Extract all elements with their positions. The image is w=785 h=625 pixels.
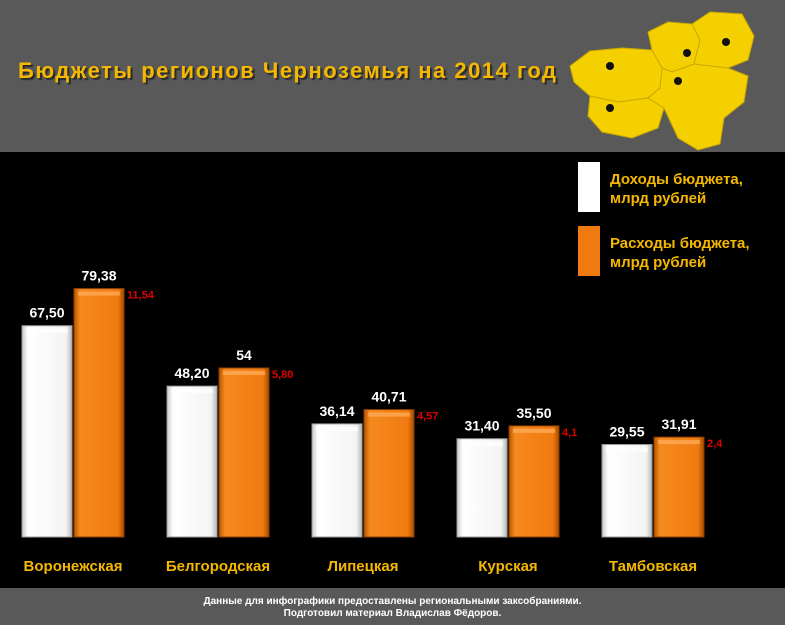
bar-expense-bevel-2 <box>368 412 410 417</box>
map-marker <box>683 49 691 57</box>
value-label-income-2: 36,14 <box>319 403 354 419</box>
map-marker <box>606 104 614 112</box>
bar-income-bevel-1 <box>171 389 213 394</box>
value-label-expense-1: 54 <box>236 347 252 363</box>
value-label-expense-2: 40,71 <box>371 389 406 405</box>
footer: Данные для инфографики предоставлены рег… <box>0 588 785 625</box>
legend-expense-label: Расходы бюджета, млрд рублей <box>610 235 750 271</box>
bar-expense-1 <box>218 367 270 538</box>
category-label-1: Белгородская <box>166 558 270 575</box>
value-label-expense-4: 31,91 <box>661 416 696 432</box>
bar-income-bevel-4 <box>606 447 648 452</box>
bar-chart: 67,50 79,38 11,54 Воронежская 48,20 54 5,80 Бел… <box>21 268 723 575</box>
bar-income-3 <box>456 438 508 538</box>
difference-label-3: 4,1 <box>562 427 577 439</box>
chart-area: 67,50 79,38 11,54 Воронежская 48,20 54 5,80 Бел… <box>0 152 785 588</box>
bar-expense-0 <box>73 288 125 538</box>
chart-title: Бюджеты регионов Черноземья на 2014 год <box>18 58 558 83</box>
value-label-income-0: 67,50 <box>29 305 64 321</box>
bar-income-bevel-0 <box>26 328 68 333</box>
bar-income-2 <box>311 423 363 538</box>
bar-expense-2 <box>363 409 415 538</box>
map-marker <box>674 77 682 85</box>
difference-label-4: 2,4 <box>707 438 723 450</box>
legend-income-swatch <box>578 162 600 212</box>
value-label-expense-0: 79,38 <box>81 268 116 284</box>
bar-expense-3 <box>508 425 560 538</box>
bar-expense-bevel-1 <box>223 370 265 375</box>
bar-income-bevel-2 <box>316 426 358 431</box>
map-region-kursk <box>587 95 665 139</box>
map-marker <box>606 62 614 70</box>
map-region-belgorod <box>647 63 749 151</box>
value-label-income-4: 29,55 <box>609 424 644 440</box>
bar-income-1 <box>166 385 218 538</box>
difference-label-0: 11,54 <box>127 290 155 302</box>
value-label-expense-3: 35,50 <box>516 405 551 421</box>
value-label-income-3: 31,40 <box>464 418 499 434</box>
header-banner: Бюджеты регионов Черноземья на 2014 год <box>0 0 785 152</box>
footer-source: Данные для инфографики предоставлены рег… <box>203 596 582 607</box>
map-region-voronezh <box>569 47 663 103</box>
bar-income-0 <box>21 325 73 538</box>
category-label-2: Липецкая <box>328 558 399 575</box>
bar-expense-4 <box>653 436 705 538</box>
bar-income-bevel-3 <box>461 441 503 446</box>
bar-expense-bevel-0 <box>78 291 120 296</box>
bar-expense-bevel-4 <box>658 440 700 445</box>
difference-label-1: 5,80 <box>272 369 293 381</box>
footer-author: Подготовил материал Владислав Фёдоров. <box>283 608 502 619</box>
category-label-0: Воронежская <box>24 558 123 575</box>
value-label-income-1: 48,20 <box>174 365 209 381</box>
legend-expense-swatch <box>578 226 600 276</box>
bar-expense-bevel-3 <box>513 428 555 433</box>
map-marker <box>722 38 730 46</box>
difference-label-2: 4,57 <box>417 411 438 423</box>
legend-income-label: Доходы бюджета, млрд рублей <box>610 171 743 207</box>
category-label-4: Тамбовская <box>609 558 697 575</box>
region-map <box>569 11 755 151</box>
bar-income-4 <box>601 444 653 538</box>
category-label-3: Курская <box>478 558 537 575</box>
